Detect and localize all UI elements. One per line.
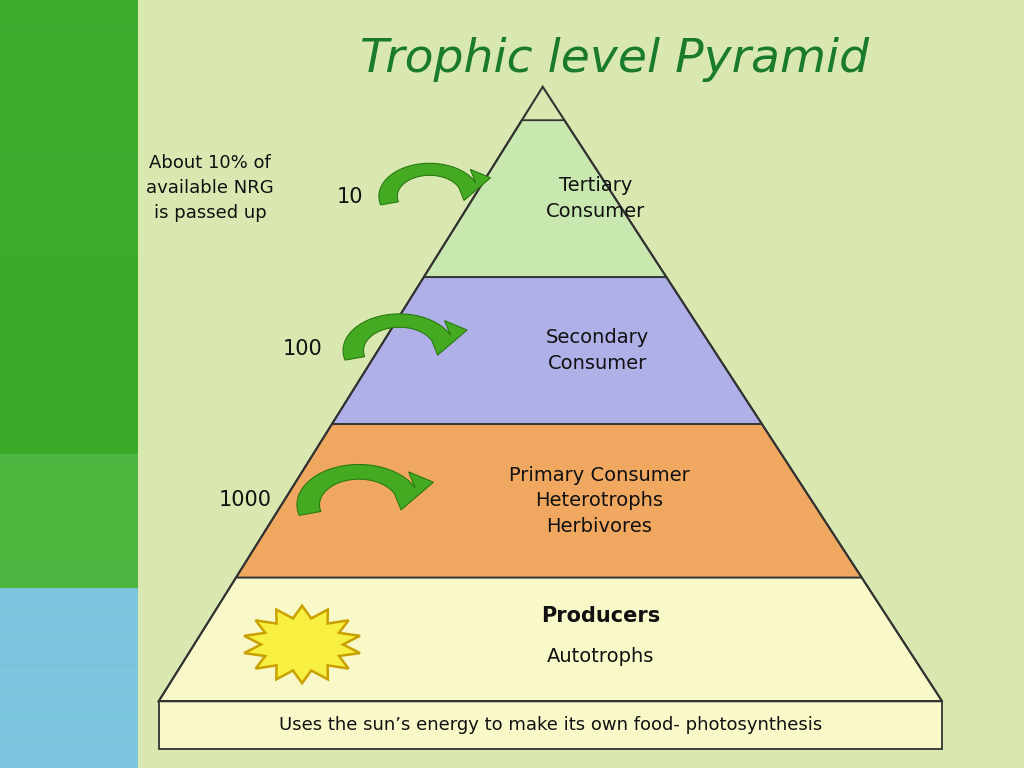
Bar: [0, 76, 138, 102]
Bar: [0, 280, 138, 307]
Text: Primary Consumer
Heterotrophs
Herbivores: Primary Consumer Heterotrophs Herbivores: [509, 465, 689, 536]
Bar: [0, 741, 138, 768]
Bar: [0, 204, 138, 230]
Bar: [0, 0, 138, 25]
Bar: [0, 409, 138, 435]
Text: About 10% of
available NRG
is passed up: About 10% of available NRG is passed up: [146, 154, 273, 222]
Polygon shape: [332, 277, 762, 424]
Bar: [0, 332, 138, 359]
Bar: [0, 101, 138, 128]
Bar: [0, 0, 138, 468]
Bar: [0, 306, 138, 333]
Text: Uses the sun’s energy to make its own food- photosynthesis: Uses the sun’s energy to make its own fo…: [279, 717, 822, 734]
Text: Producers: Producers: [542, 606, 660, 626]
Polygon shape: [159, 578, 942, 701]
Bar: [0, 588, 138, 768]
Bar: [0, 434, 138, 461]
Text: Autotrophs: Autotrophs: [547, 647, 654, 666]
Bar: [0, 537, 138, 563]
Text: 10: 10: [337, 187, 364, 207]
Bar: [0, 460, 138, 486]
Bar: [0, 25, 138, 51]
Bar: [159, 701, 942, 750]
Polygon shape: [297, 465, 433, 515]
Bar: [0, 50, 138, 77]
Bar: [0, 690, 138, 717]
Text: 1000: 1000: [218, 489, 271, 509]
Bar: [0, 485, 138, 512]
Bar: [0, 716, 138, 743]
Bar: [0, 230, 138, 256]
Bar: [0, 562, 138, 589]
Text: Trophic level Pyramid: Trophic level Pyramid: [359, 37, 869, 81]
Bar: [0, 639, 138, 666]
Bar: [0, 178, 138, 205]
Polygon shape: [424, 121, 667, 277]
Bar: [0, 255, 138, 282]
Bar: [0, 127, 138, 154]
Bar: [0, 153, 138, 179]
Polygon shape: [343, 314, 467, 360]
Polygon shape: [379, 164, 490, 205]
Bar: [0, 614, 138, 640]
Text: Tertiary
Consumer: Tertiary Consumer: [546, 177, 645, 221]
Text: Secondary
Consumer: Secondary Consumer: [546, 328, 649, 373]
Bar: [0, 357, 138, 384]
Bar: [0, 511, 138, 538]
Bar: [0, 588, 138, 614]
Bar: [0, 454, 138, 601]
Polygon shape: [236, 424, 862, 578]
Polygon shape: [244, 606, 360, 684]
Bar: [0, 383, 138, 409]
Text: 100: 100: [283, 339, 323, 359]
Bar: [0, 664, 138, 691]
